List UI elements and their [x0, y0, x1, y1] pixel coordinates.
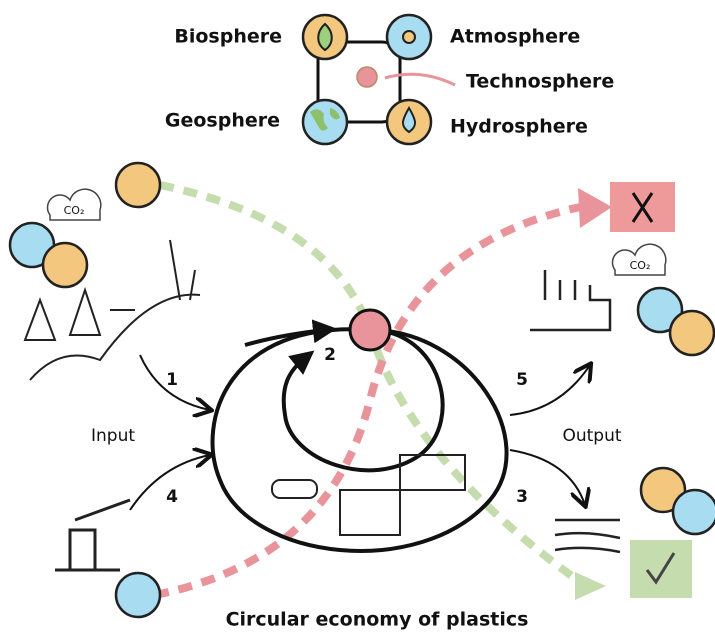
- legend-label: Technosphere: [466, 71, 614, 93]
- sediment-icon: [555, 520, 620, 552]
- co2-label: CO₂: [630, 259, 651, 272]
- leaf: [318, 24, 332, 50]
- step-number: 1: [166, 370, 178, 390]
- hydrosphere-icon: [43, 243, 87, 287]
- technosphere-icon: [357, 67, 377, 87]
- output-label: Output: [562, 426, 621, 446]
- legend-label: Biosphere: [174, 26, 282, 48]
- biosphere-icon: [116, 163, 160, 207]
- diagram: Biosphere Atmosphere Technosphere Geosph…: [0, 0, 715, 632]
- co2-label: CO₂: [64, 204, 85, 217]
- flow-arrow: [575, 572, 606, 600]
- step-number: 3: [516, 487, 528, 507]
- geosphere-icon: [116, 573, 160, 617]
- flow-arrow: [578, 188, 612, 228]
- factory-icon: [530, 270, 610, 330]
- legend: Biosphere Atmosphere Technosphere Geosph…: [165, 15, 614, 144]
- legend-label: Hydrosphere: [450, 116, 588, 138]
- oil-pump-icon: [55, 500, 130, 570]
- step-number: 2: [324, 345, 336, 365]
- input-label: Input: [91, 426, 135, 446]
- geosphere-icon: [303, 100, 347, 144]
- legend-label: Geosphere: [165, 110, 280, 132]
- legend-label: Atmosphere: [450, 26, 580, 48]
- step-number: 4: [166, 487, 178, 507]
- technosphere-pointer: [385, 74, 455, 85]
- loop-arrow: [245, 330, 325, 345]
- step-number: 5: [516, 370, 528, 390]
- success-box: [630, 540, 692, 598]
- geosphere-icon: [673, 490, 715, 534]
- inner-loop: [284, 330, 443, 470]
- car-icon: [272, 480, 317, 498]
- hydrosphere-icon: [670, 311, 714, 355]
- sun: [403, 31, 415, 43]
- technosphere-node: [350, 310, 390, 350]
- title: Circular economy of plastics: [226, 609, 529, 631]
- bottles-icon: [340, 490, 400, 535]
